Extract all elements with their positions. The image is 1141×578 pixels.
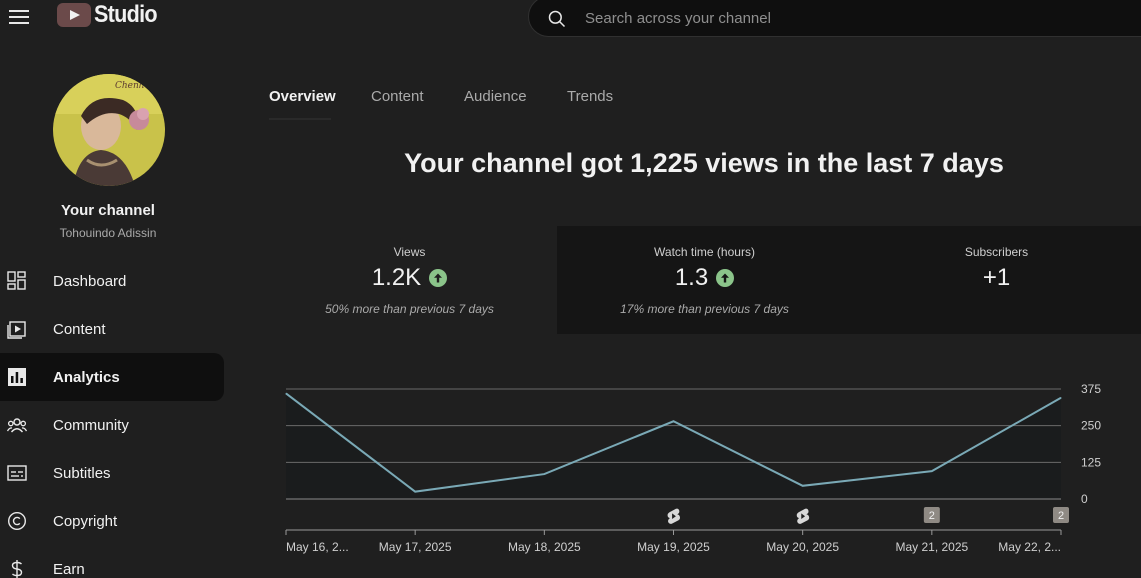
community-icon	[7, 418, 27, 433]
x-tick-label: May 19, 2025	[637, 540, 710, 554]
sidebar-item-label: Community	[53, 416, 129, 434]
stats-row: Views 1.2K 50% more than previous 7 days…	[262, 226, 1141, 334]
y-tick-label: 0	[1081, 492, 1088, 506]
stat-comparison: 17% more than previous 7 days	[620, 302, 789, 316]
x-tick-label: May 20, 2025	[766, 540, 839, 554]
earn-icon	[11, 560, 23, 578]
data-point	[1060, 397, 1062, 399]
badge-background	[923, 507, 940, 523]
sidebar-item-label: Subtitles	[53, 464, 111, 482]
stat-card-views[interactable]: Views 1.2K 50% more than previous 7 days	[262, 226, 557, 334]
badge-count: 2	[1058, 510, 1064, 522]
badge-background	[1053, 507, 1069, 523]
search-bar[interactable]	[528, 0, 1141, 37]
tab-trends[interactable]: Trends	[567, 88, 614, 105]
tab-overview[interactable]: Overview	[269, 88, 336, 105]
stat-card-watch-time[interactable]: Watch time (hours) 1.3 17% more than pre…	[557, 226, 852, 334]
badge-count: 2	[929, 510, 935, 522]
channel-name: Tohouindo Adissin	[59, 226, 157, 240]
sidebar-item-dashboard[interactable]: Dashboard	[0, 257, 224, 305]
stat-value: 1.2K	[371, 264, 422, 291]
chart-area-fill	[286, 393, 1061, 499]
data-point	[802, 485, 804, 487]
subtitles-icon	[7, 465, 27, 481]
trend-up-icon	[716, 269, 735, 287]
views-line-chart[interactable]: 0 125 250 375 May 16, 2... May 17, 2025 May 18…	[270, 376, 1141, 578]
sidebar: Chenhou Your channel Tohouindo Adissin D…	[0, 36, 260, 578]
analytics-icon	[8, 368, 26, 386]
tab-audience[interactable]: Audience	[464, 88, 527, 105]
trend-up-icon	[429, 269, 448, 287]
data-point	[285, 392, 287, 394]
data-point	[673, 420, 674, 422]
sidebar-item-label: Earn	[53, 560, 85, 578]
stat-label: Watch time (hours)	[654, 245, 755, 259]
x-tick-label: May 16, 2...	[286, 540, 349, 554]
content-icon	[7, 321, 26, 339]
data-point	[414, 491, 416, 493]
search-input[interactable]	[585, 7, 1105, 29]
logo-text: Studio	[94, 1, 158, 28]
top-bar: Studio	[0, 0, 1141, 37]
channel-title: Your channel	[61, 202, 155, 219]
page-headline: Your channel got 1,225 views in the last…	[404, 148, 1004, 178]
stat-card-subscribers[interactable]: Subscribers +1	[852, 226, 1141, 334]
channel-avatar[interactable]: Chenhou	[53, 74, 165, 186]
y-tick-label: 250	[1081, 419, 1101, 433]
y-tick-label: 125	[1081, 455, 1101, 469]
video-count-badge[interactable]: 2	[1053, 507, 1069, 523]
dashboard-icon	[7, 271, 26, 290]
stat-comparison: 50% more than previous 7 days	[325, 302, 494, 316]
sidebar-item-label: Content	[53, 320, 106, 338]
tab-underline	[269, 118, 331, 120]
stat-value: 1.3	[674, 264, 709, 291]
x-tick-label: May 21, 2025	[895, 540, 968, 554]
svg-text:Chenhou: Chenhou	[115, 81, 156, 91]
sidebar-item-label: Analytics	[53, 368, 120, 386]
sidebar-item-subtitles[interactable]: Subtitles	[0, 449, 224, 497]
stat-label: Subscribers	[964, 245, 1029, 259]
data-point	[543, 473, 545, 475]
sidebar-item-copyright[interactable]: Copyright	[0, 497, 224, 545]
sidebar-item-earn[interactable]: Earn	[0, 545, 224, 578]
x-tick-label: May 18, 2025	[508, 540, 581, 554]
search-icon[interactable]	[547, 9, 567, 29]
x-tick-label: May 17, 2025	[379, 540, 452, 554]
studio-logo[interactable]: Studio	[57, 1, 164, 28]
youtube-play-icon	[57, 3, 91, 27]
shorts-icon[interactable]	[667, 508, 681, 524]
sidebar-item-community[interactable]: Community	[0, 401, 224, 449]
data-point	[931, 470, 933, 472]
menu-icon[interactable]	[9, 7, 29, 25]
sidebar-item-content[interactable]: Content	[0, 305, 224, 353]
y-tick-label: 375	[1081, 382, 1101, 396]
tab-content[interactable]: Content	[371, 88, 424, 105]
copyright-icon	[7, 511, 27, 531]
stat-value: +1	[982, 264, 1011, 291]
x-tick-label: May 22, 2...	[998, 540, 1061, 554]
sidebar-item-analytics[interactable]: Analytics	[0, 353, 224, 401]
sidebar-item-label: Copyright	[53, 512, 118, 530]
shorts-icon[interactable]	[796, 508, 810, 524]
sidebar-item-label: Dashboard	[53, 272, 127, 290]
stat-label: Views	[393, 245, 426, 259]
video-count-badge[interactable]: 2	[923, 507, 940, 523]
